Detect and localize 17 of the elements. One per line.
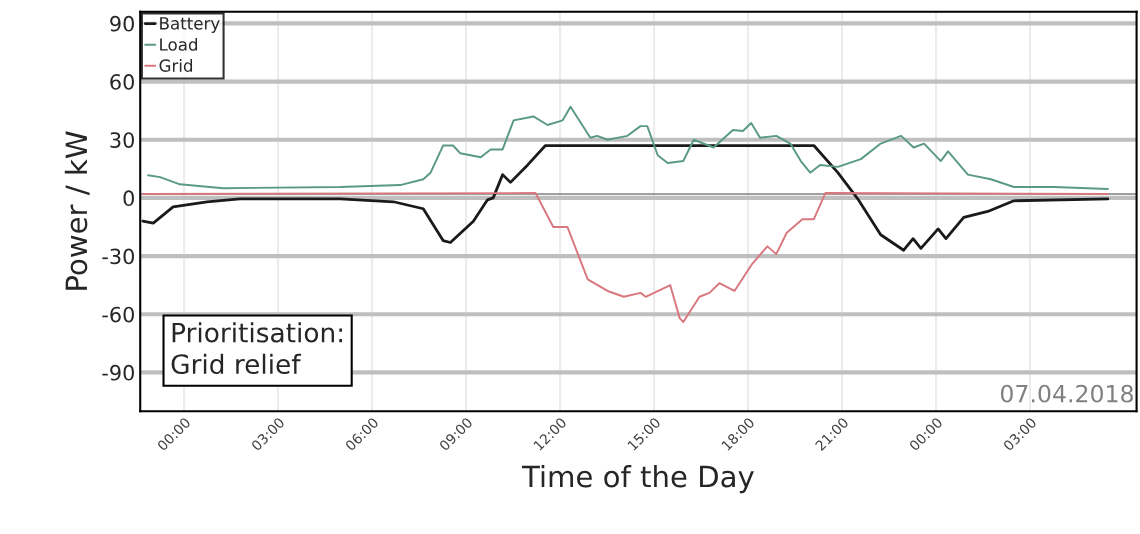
y-tick-label: 90: [110, 15, 134, 32]
annotation: Prioritisation: Grid relief: [171, 322, 343, 375]
y-tick-label: 0: [123, 190, 134, 207]
line-series: [141, 192, 1109, 323]
y-tick-label: -60: [102, 306, 134, 323]
y-tick-label: 60: [110, 74, 134, 90]
line-series: [141, 144, 1110, 252]
x-axis-title: Time of the Day: [521, 464, 754, 494]
y-tick-label: 30: [110, 132, 134, 148]
annotation: 07.04.2018: [1000, 384, 1133, 403]
line-series: [147, 105, 1109, 190]
legend-label: Grid: [159, 59, 193, 72]
legend-label: Battery: [160, 17, 220, 33]
y-tick-label: -30: [102, 248, 134, 265]
legend-label: Load: [160, 37, 198, 51]
y-tick-label: -90: [102, 364, 134, 381]
y-axis-title: Power / kW: [64, 131, 90, 290]
